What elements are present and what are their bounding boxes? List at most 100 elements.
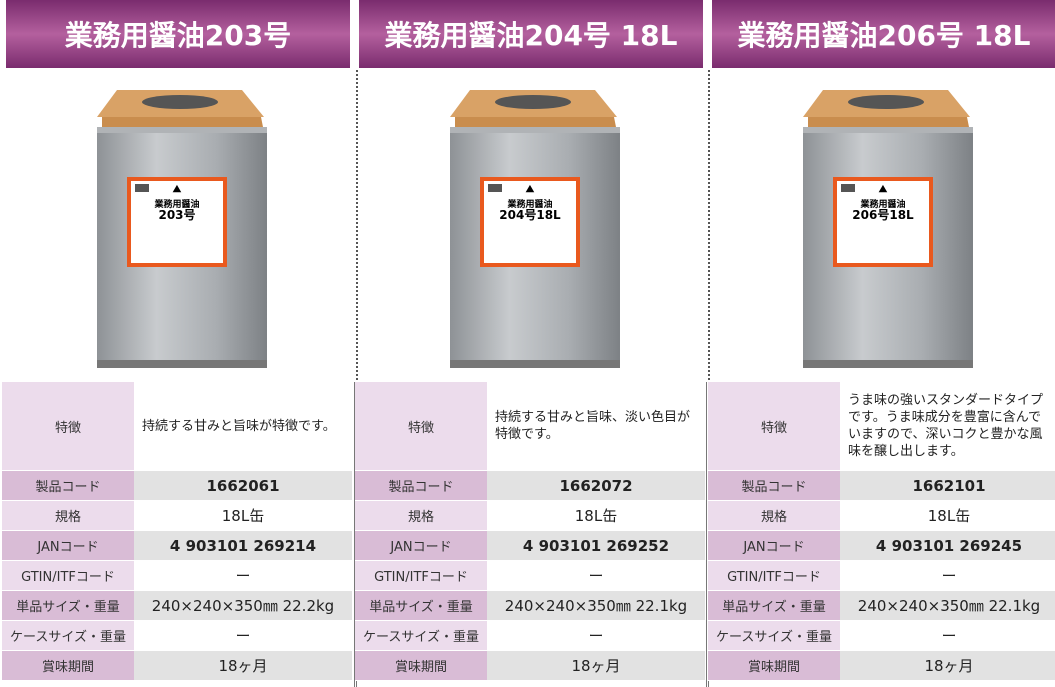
spec-row: ケースサイズ・重量 ー bbox=[708, 621, 1055, 651]
spec-value: ー bbox=[588, 567, 604, 585]
can-label: 203号 bbox=[158, 207, 195, 222]
spec-label: ケースサイズ・重量 bbox=[2, 621, 134, 650]
spec-value: 18L缶 bbox=[574, 507, 618, 525]
spec-label: GTIN/ITFコード bbox=[2, 561, 134, 590]
spec-row: 特徴 持続する甘みと旨味が特徴です。 bbox=[2, 382, 352, 471]
spec-row: GTIN/ITFコード ー bbox=[2, 561, 352, 591]
can-illustration: ⛰ 業務用醤油203号 bbox=[97, 90, 267, 368]
spec-row: 単品サイズ・重量 240×240×350㎜ 22.1kg bbox=[355, 591, 705, 621]
spec-value: ー bbox=[235, 627, 251, 645]
spec-label: ケースサイズ・重量 bbox=[355, 621, 487, 650]
spec-row: ケースサイズ・重量 ー bbox=[2, 621, 352, 651]
spec-value: うま味の強いスタンダードタイプです。うま味成分を豊富に含んでいますので、深いコク… bbox=[848, 393, 1044, 459]
spec-value: 持続する甘みと旨味が特徴です。 bbox=[142, 418, 336, 434]
product-image: ⛰ 業務用醤油 204号18L bbox=[355, 72, 705, 378]
spec-value: ー bbox=[941, 627, 957, 645]
spec-row: 規格 18L缶 bbox=[708, 501, 1055, 531]
divider bbox=[708, 70, 710, 380]
divider bbox=[356, 70, 358, 380]
spec-row: 規格 18L缶 bbox=[2, 501, 352, 531]
spec-label: 賞味期間 bbox=[708, 651, 840, 680]
spec-label: GTIN/ITFコード bbox=[708, 561, 840, 590]
spec-row: 単品サイズ・重量 240×240×350㎜ 22.1kg bbox=[708, 591, 1055, 621]
spec-table: 特徴 うま味の強いスタンダードタイプです。うま味成分を豊富に含んでいますので、深い… bbox=[708, 382, 1055, 681]
spec-row: 賞味期間 18ヶ月 bbox=[355, 651, 705, 681]
spec-value: 18ヶ月 bbox=[134, 651, 352, 680]
spec-label: 特徴 bbox=[355, 382, 487, 470]
spec-row: 賞味期間 18ヶ月 bbox=[708, 651, 1055, 681]
spec-value: 240×240×350㎜ 22.1kg bbox=[840, 591, 1055, 620]
spec-label: 単品サイズ・重量 bbox=[355, 591, 487, 620]
spec-value: 1662061 bbox=[134, 471, 352, 500]
spec-value: 18L缶 bbox=[927, 507, 971, 525]
svg-text:⛰: ⛰ bbox=[525, 184, 535, 195]
product-title: 業務用醤油206号 18L bbox=[712, 0, 1055, 68]
spec-label: 製品コード bbox=[2, 471, 134, 500]
spec-label: JANコード bbox=[355, 531, 487, 560]
spec-value: 18ヶ月 bbox=[487, 651, 705, 680]
spec-row: 製品コード 1662101 bbox=[708, 471, 1055, 501]
spec-row: ケースサイズ・重量 ー bbox=[355, 621, 705, 651]
spec-label: 規格 bbox=[355, 501, 487, 530]
spec-label: 製品コード bbox=[708, 471, 840, 500]
product-column: 業務用醤油204号 18L ⛰ 業務用醤油 204号18L 特徴 持続する甘みと旨味、… bbox=[355, 0, 705, 687]
spec-label: 賞味期間 bbox=[2, 651, 134, 680]
spec-row: GTIN/ITFコード ー bbox=[355, 561, 705, 591]
spec-value: 4 903101 269214 bbox=[134, 531, 352, 560]
can-label: 206号18L bbox=[852, 207, 914, 222]
svg-text:⛰: ⛰ bbox=[878, 184, 888, 195]
spec-value: ー bbox=[941, 567, 957, 585]
product-title: 業務用醤油204号 18L bbox=[359, 0, 703, 68]
spec-value: 18L缶 bbox=[221, 507, 265, 525]
spec-value: 持続する甘みと旨味、淡い色目が特徴です。 bbox=[495, 410, 691, 442]
spec-row: 製品コード 1662072 bbox=[355, 471, 705, 501]
spec-value: 18ヶ月 bbox=[840, 651, 1055, 680]
spec-value: 4 903101 269252 bbox=[487, 531, 705, 560]
spec-table: 特徴 持続する甘みと旨味、淡い色目が特徴です。 製品コード 1662072 規格 18L缶… bbox=[355, 382, 705, 681]
can-label: 204号18L bbox=[499, 207, 561, 222]
spec-row: 賞味期間 18ヶ月 bbox=[2, 651, 352, 681]
spec-label: 製品コード bbox=[355, 471, 487, 500]
product-image: ⛰ 業務用醤油 206号18L bbox=[708, 72, 1055, 378]
can-label: 業務用醤油 bbox=[153, 198, 199, 210]
spec-table: 特徴 持続する甘みと旨味が特徴です。 製品コード 1662061 規格 18L缶 JANコー… bbox=[2, 382, 352, 681]
divider bbox=[706, 382, 709, 687]
product-column: 業務用醤油203号 ⛰ 業務用醤油 203号 特徴 持続する甘みと旨味が特徴です。 製品… bbox=[2, 0, 352, 687]
spec-label: 単品サイズ・重量 bbox=[2, 591, 134, 620]
spec-row: 特徴 持続する甘みと旨味、淡い色目が特徴です。 bbox=[355, 382, 705, 471]
spec-label: ケースサイズ・重量 bbox=[708, 621, 840, 650]
svg-text:⛰: ⛰ bbox=[172, 184, 182, 195]
spec-label: GTIN/ITFコード bbox=[355, 561, 487, 590]
spec-label: 特徴 bbox=[2, 382, 134, 470]
spec-label: 規格 bbox=[708, 501, 840, 530]
spec-value: 240×240×350㎜ 22.1kg bbox=[487, 591, 705, 620]
spec-value: 240×240×350㎜ 22.2kg bbox=[134, 591, 352, 620]
spec-row: JANコード 4 903101 269245 bbox=[708, 531, 1055, 561]
spec-row: JANコード 4 903101 269252 bbox=[355, 531, 705, 561]
spec-row: GTIN/ITFコード ー bbox=[708, 561, 1055, 591]
spec-row: 製品コード 1662061 bbox=[2, 471, 352, 501]
can-label: 業務用醤油 bbox=[506, 198, 552, 210]
spec-value: ー bbox=[588, 627, 604, 645]
spec-value: 1662072 bbox=[487, 471, 705, 500]
product-title: 業務用醤油203号 bbox=[6, 0, 350, 68]
spec-row: JANコード 4 903101 269214 bbox=[2, 531, 352, 561]
spec-label: 賞味期間 bbox=[355, 651, 487, 680]
spec-value: 1662101 bbox=[840, 471, 1055, 500]
spec-row: 特徴 うま味の強いスタンダードタイプです。うま味成分を豊富に含んでいますので、深い… bbox=[708, 382, 1055, 471]
can-label: 業務用醤油 bbox=[859, 198, 905, 210]
spec-value: 4 903101 269245 bbox=[840, 531, 1055, 560]
spec-label: JANコード bbox=[2, 531, 134, 560]
spec-label: 単品サイズ・重量 bbox=[708, 591, 840, 620]
product-image: ⛰ 業務用醤油 203号 bbox=[2, 72, 352, 378]
product-column: 業務用醤油206号 18L ⛰ 業務用醤油 206号18L 特徴 うま味の強いスタンダ… bbox=[708, 0, 1055, 687]
spec-row: 単品サイズ・重量 240×240×350㎜ 22.2kg bbox=[2, 591, 352, 621]
spec-label: JANコード bbox=[708, 531, 840, 560]
spec-label: 規格 bbox=[2, 501, 134, 530]
spec-row: 規格 18L缶 bbox=[355, 501, 705, 531]
spec-value: ー bbox=[235, 567, 251, 585]
spec-label: 特徴 bbox=[708, 382, 840, 470]
